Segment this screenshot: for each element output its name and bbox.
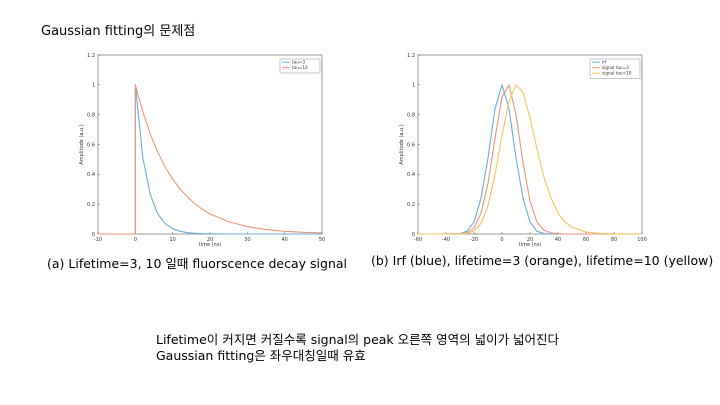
y-tick-label: 0.2 — [87, 202, 95, 208]
y-tick-label: 0.4 — [407, 172, 415, 178]
y-tick-label: 0.8 — [87, 112, 95, 118]
legend-label: tau=10 — [292, 65, 308, 70]
plot-frame — [97, 54, 323, 235]
x-tick-label: 0 — [500, 237, 503, 243]
y-tick-label: 1.2 — [407, 53, 415, 59]
x-tick-label: -10 — [94, 237, 102, 243]
x-axis-label: time (ns) — [519, 242, 542, 248]
legend-label: irf — [602, 60, 607, 65]
y-tick-label: 0 — [92, 232, 95, 238]
y-tick-label: 0.6 — [407, 142, 415, 148]
x-tick-label: 50 — [319, 237, 325, 243]
y-tick-label: 1 — [412, 83, 415, 89]
x-tick-label: 40 — [555, 237, 561, 243]
x-tick-label: 0 — [134, 237, 137, 243]
y-axis-label: Amplitude (a.u.) — [79, 124, 85, 165]
caption-a: (a) Lifetime=3, 10 일때 fluorscence decay … — [47, 256, 348, 271]
y-tick-label: 1 — [92, 83, 95, 89]
x-tick-label: -40 — [442, 237, 450, 243]
y-axis-label: Amplitude (a.u.) — [399, 124, 405, 165]
legend-label: signal tau=3 — [602, 65, 629, 70]
x-tick-label: 30 — [244, 237, 250, 243]
x-tick-label: 10 — [169, 237, 175, 243]
series-line-2 — [418, 84, 642, 235]
x-axis-label: time (ns) — [199, 242, 222, 248]
slide-title: Gaussian fitting의 문제점 — [41, 24, 196, 39]
y-tick-label: 0.8 — [407, 112, 415, 118]
series-line-2 — [98, 84, 323, 235]
x-tick-label: 20 — [207, 237, 213, 243]
legend-label: signal tau=10 — [602, 71, 632, 76]
legend-box — [589, 58, 641, 79]
x-tick-label: 20 — [527, 237, 533, 243]
legend-label: tau=3 — [292, 60, 305, 65]
chart-2: -60 -40 -20 0 20 40 60 80 100 0 0.2 0.4 0.6 0.8 1 1.2 ti… — [399, 53, 647, 248]
x-tick-label: 40 — [281, 237, 287, 243]
x-tick-label: -20 — [470, 237, 478, 243]
x-tick-label: 100 — [637, 237, 647, 243]
x-tick-label: -60 — [414, 237, 422, 243]
series-line-1 — [418, 84, 642, 235]
note: Lifetime이 커지면 커질수록 signal의 peak 오른쪽 영역의 … — [156, 332, 559, 364]
y-tick-label: 0 — [412, 232, 415, 238]
y-tick-label: 0.4 — [87, 172, 95, 178]
note-line-1: Lifetime이 커지면 커질수록 signal의 peak 오른쪽 영역의 … — [156, 332, 560, 347]
x-tick-label: 80 — [611, 237, 617, 243]
y-tick-label: 0.6 — [87, 142, 95, 148]
note-line-2: Gaussian fitting은 좌우대칭일때 유효 — [156, 348, 366, 363]
x-tick-label: 60 — [583, 237, 589, 243]
y-tick-label: 0.2 — [407, 202, 415, 208]
series-line-3 — [418, 84, 643, 235]
y-tick-label: 1.2 — [87, 53, 95, 59]
caption-b: (b) Irf (blue), lifetime=3 (orange), lif… — [371, 253, 714, 268]
series-line-1 — [98, 84, 322, 235]
plot-frame — [417, 54, 643, 235]
